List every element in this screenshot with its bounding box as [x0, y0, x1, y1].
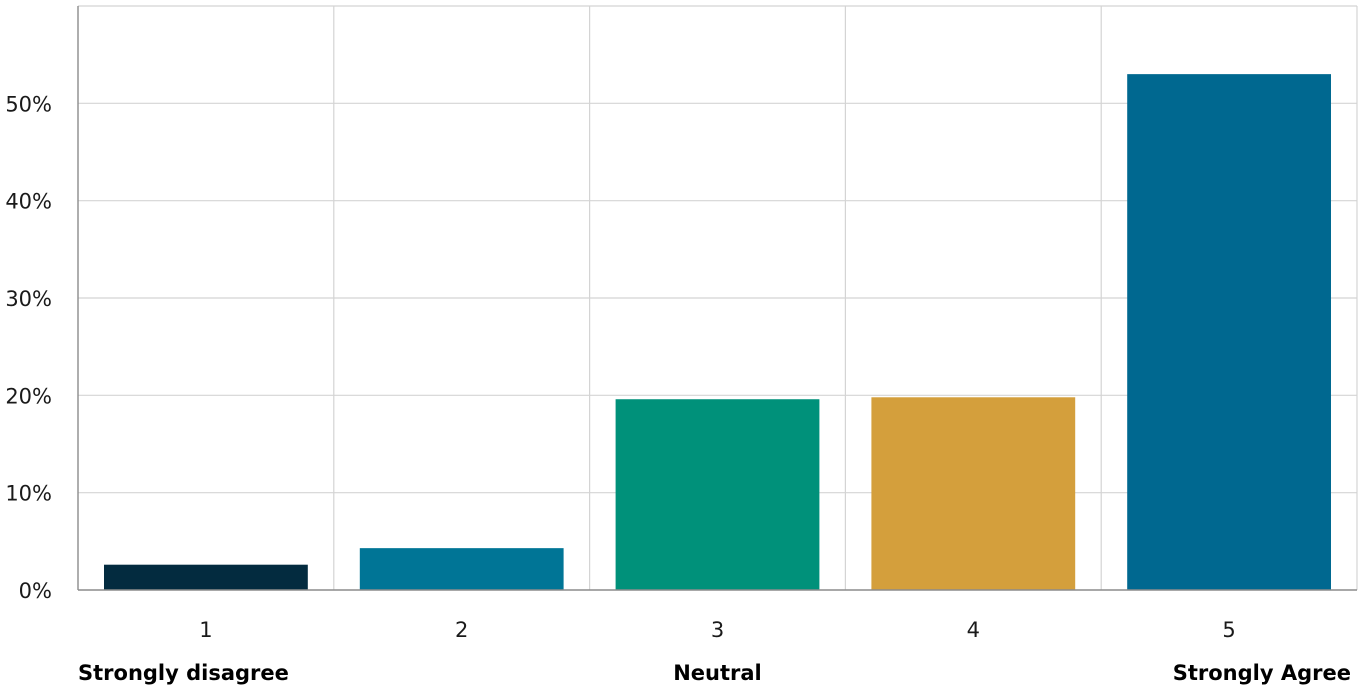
y-tick-label: 10%	[5, 482, 52, 506]
scale-label: Strongly disagree	[78, 661, 289, 685]
x-tick-label: 2	[455, 618, 468, 642]
bar-layer	[104, 74, 1331, 591]
x-tick-label: 5	[1222, 618, 1235, 642]
bar-2	[359, 548, 564, 590]
y-tick-label: 40%	[5, 190, 52, 214]
x-tick-label: 1	[199, 618, 212, 642]
y-tick-label: 20%	[5, 384, 52, 408]
scale-label: Neutral	[673, 661, 762, 685]
bar-1	[104, 564, 308, 590]
y-tick-label: 50%	[5, 92, 52, 116]
x-tick-label: 3	[711, 618, 724, 642]
label-layer: 0% 10% 20% 30% 40% 50% 1 2 3 4 5 Strongly disagree N…	[5, 92, 1351, 685]
bar-4	[871, 397, 1076, 590]
x-tick-label: 4	[967, 618, 980, 642]
axis-layer	[77, 6, 1357, 591]
y-tick-label: 0%	[19, 579, 52, 603]
y-tick-label: 30%	[5, 287, 52, 311]
grid-layer	[78, 5, 1358, 590]
bar-3	[615, 399, 820, 590]
bar-5	[1127, 74, 1331, 591]
scale-label: Strongly Agree	[1173, 661, 1351, 685]
